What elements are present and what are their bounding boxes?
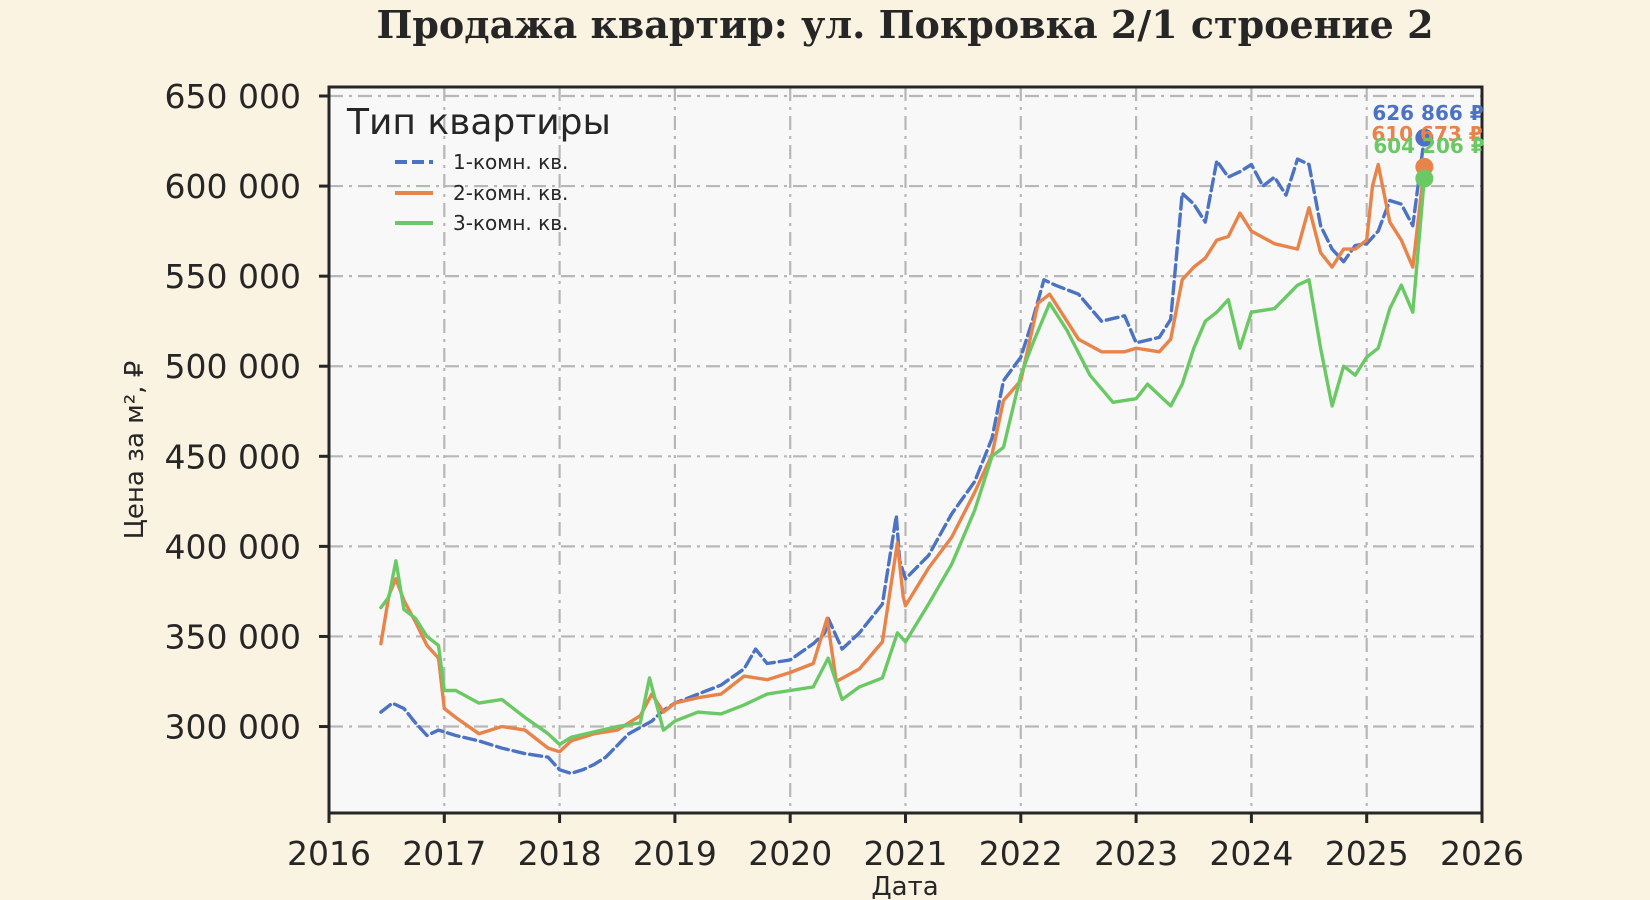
end-marker-1room xyxy=(1415,128,1434,147)
y-tick-label: 500 000 xyxy=(165,347,301,386)
end-label-3room: 604 206 ₽ xyxy=(1373,134,1484,158)
x-tick-label: 2018 xyxy=(518,834,602,873)
x-tick-label: 2016 xyxy=(287,834,371,873)
series-line-1room xyxy=(379,135,1427,776)
series-line-2room xyxy=(379,162,1427,754)
legend-label-3room: 3-комн. кв. xyxy=(453,211,568,235)
legend-label-1room: 1-комн. кв. xyxy=(453,150,568,174)
y-axis-label: Цена за м², ₽ xyxy=(120,361,150,540)
x-tick-label: 2021 xyxy=(864,834,948,873)
y-tick-label: 300 000 xyxy=(165,708,301,747)
end-markers xyxy=(1415,128,1434,188)
series-line-3room xyxy=(379,176,1427,747)
x-tick-label: 2024 xyxy=(1209,834,1293,873)
x-tick-label: 2020 xyxy=(748,834,832,873)
x-tick-label: 2023 xyxy=(1094,834,1178,873)
legend: Тип квартиры 1-комн. кв. 2-комн. кв. 3-к… xyxy=(346,102,611,235)
x-tick-label: 2019 xyxy=(633,834,717,873)
y-tick-label: 550 000 xyxy=(165,257,301,296)
series-lines xyxy=(379,135,1427,776)
y-tick-label: 400 000 xyxy=(165,527,301,566)
grid xyxy=(329,87,1482,813)
legend-title: Тип квартиры xyxy=(346,102,611,143)
y-axis: 300 000 350 000 400 000 450 000 500 000 550 0… xyxy=(165,77,329,747)
x-tick-label: 2025 xyxy=(1325,834,1409,873)
end-label-2room: 610 673 ₽ xyxy=(1371,122,1482,146)
x-axis: 2016 2017 2018 2019 2020 2021 2022 2023 2024 2025… xyxy=(287,813,1524,873)
end-label-1room: 626 866 ₽ xyxy=(1372,101,1483,125)
y-tick-label: 450 000 xyxy=(165,437,301,476)
x-axis-label: Дата xyxy=(871,872,938,900)
end-marker-3room xyxy=(1415,169,1434,188)
x-tick-label: 2022 xyxy=(979,834,1063,873)
end-labels: 626 866 ₽ 610 673 ₽ 604 206 ₽ xyxy=(1371,101,1484,158)
chart-title: Продажа квартир: ул. Покровка 2/1 строен… xyxy=(376,2,1433,47)
y-tick-label: 600 000 xyxy=(165,167,301,206)
x-tick-label: 2017 xyxy=(402,834,486,873)
y-tick-label: 650 000 xyxy=(165,77,301,116)
x-tick-label: 2026 xyxy=(1440,834,1524,873)
legend-label-2room: 2-комн. кв. xyxy=(453,181,568,205)
y-tick-label: 350 000 xyxy=(165,617,301,656)
